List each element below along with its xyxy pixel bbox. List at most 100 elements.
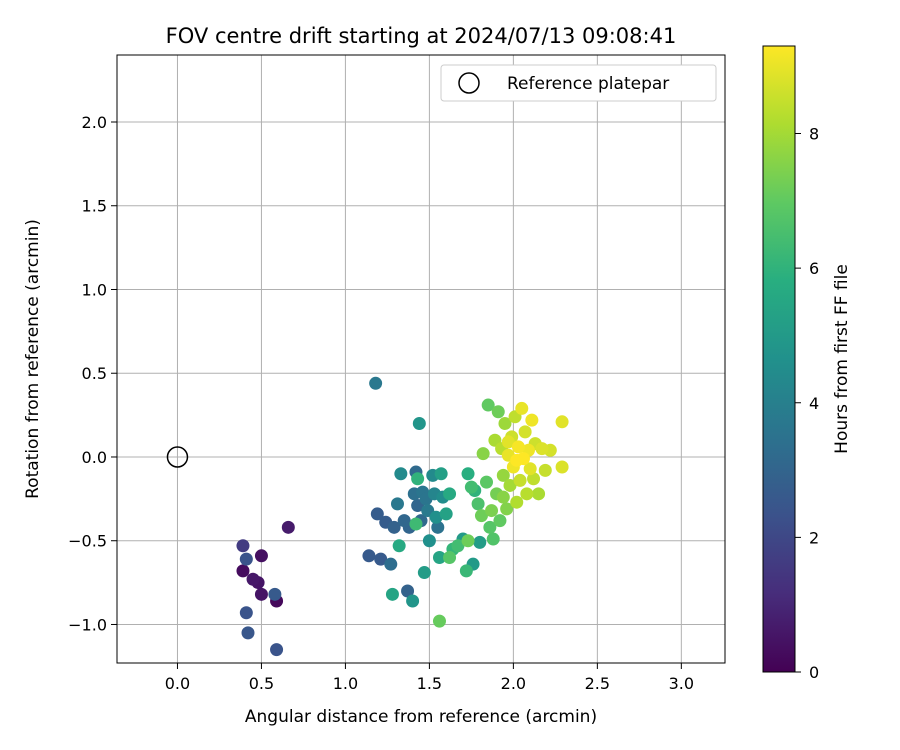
data-point xyxy=(443,550,457,564)
data-point xyxy=(409,517,423,531)
colorbar-tick-label: 0 xyxy=(809,663,819,682)
data-point xyxy=(370,507,384,521)
colorbar-tick-label: 4 xyxy=(809,394,819,413)
data-point xyxy=(432,550,446,564)
colorbar-tick-label: 6 xyxy=(809,259,819,278)
data-point xyxy=(510,495,524,509)
data-point xyxy=(236,539,250,553)
data-point xyxy=(523,462,537,476)
x-tick-label: 0.5 xyxy=(249,674,274,693)
data-point xyxy=(432,614,446,628)
legend-marker xyxy=(458,72,480,94)
data-point xyxy=(241,626,255,640)
data-point xyxy=(473,535,487,549)
x-tick-label: 2.0 xyxy=(501,674,526,693)
data-point xyxy=(387,520,401,534)
chart-title: FOV centre drift starting at 2024/07/13 … xyxy=(166,24,677,48)
x-tick-label: 3.0 xyxy=(669,674,694,693)
data-point xyxy=(476,447,490,461)
data-point xyxy=(483,520,497,534)
data-point xyxy=(461,467,475,481)
data-point xyxy=(254,587,268,601)
data-point xyxy=(525,413,539,427)
data-point xyxy=(500,502,514,516)
y-tick-label: 0.0 xyxy=(82,448,107,467)
reference-marker xyxy=(166,446,189,468)
y-axis-label: Rotation from reference (arcmin) xyxy=(23,219,43,499)
data-point xyxy=(406,594,420,608)
y-tick-label: 1.0 xyxy=(82,280,107,299)
data-point xyxy=(459,564,473,578)
y-tick-label: 2.0 xyxy=(82,113,107,132)
plot-area xyxy=(117,55,725,663)
data-point xyxy=(532,487,546,501)
data-point xyxy=(401,584,415,598)
data-point xyxy=(503,478,517,492)
data-point xyxy=(480,475,494,489)
x-tick-label: 0.0 xyxy=(165,674,190,693)
data-point xyxy=(239,606,253,620)
data-point xyxy=(385,587,399,601)
legend-label: Reference platepar xyxy=(507,74,669,94)
x-axis-label: Angular distance from reference (arcmin) xyxy=(245,707,597,727)
data-point xyxy=(515,401,529,415)
data-point xyxy=(496,490,510,504)
data-point xyxy=(498,416,512,430)
colorbar-gradient xyxy=(762,45,796,673)
data-point xyxy=(555,415,569,429)
grid-lines xyxy=(117,55,725,663)
data-point xyxy=(270,643,284,657)
data-point xyxy=(384,557,398,571)
data-point xyxy=(527,472,541,486)
data-points xyxy=(236,376,569,657)
data-point xyxy=(417,566,431,580)
colorbar-tick-label: 8 xyxy=(809,125,819,144)
data-point xyxy=(369,376,383,390)
data-point xyxy=(394,467,408,481)
data-point xyxy=(431,520,445,534)
data-point xyxy=(491,405,505,419)
data-point xyxy=(518,425,532,439)
data-point xyxy=(461,534,475,548)
data-point xyxy=(390,497,404,511)
data-point xyxy=(362,549,376,563)
data-point xyxy=(501,435,515,449)
x-tick-label: 1.5 xyxy=(417,674,442,693)
x-tick-label: 1.0 xyxy=(333,674,358,693)
colorbar: 0 2 4 6 8 Hours from first FF file xyxy=(762,45,852,682)
data-point xyxy=(520,487,534,501)
data-point xyxy=(434,467,448,481)
plot-frame xyxy=(116,54,726,664)
data-point xyxy=(397,514,411,528)
data-point xyxy=(538,463,552,477)
data-point xyxy=(412,416,426,430)
data-point xyxy=(392,539,406,553)
data-point xyxy=(236,564,250,578)
data-point xyxy=(481,398,495,412)
y-tick-label: 0.5 xyxy=(82,364,107,383)
data-point xyxy=(511,440,525,454)
data-point xyxy=(471,497,485,511)
colorbar-tick-label: 2 xyxy=(809,528,819,547)
legend: Reference platepar xyxy=(440,64,717,102)
data-point xyxy=(485,504,499,518)
y-tick-label: −1.0 xyxy=(68,615,107,634)
data-point xyxy=(374,552,388,566)
data-point xyxy=(246,572,260,586)
data-point xyxy=(535,442,549,456)
x-tick-label: 2.5 xyxy=(585,674,610,693)
data-point xyxy=(486,532,500,546)
data-point xyxy=(464,480,478,494)
y-tick-label: 1.5 xyxy=(82,197,107,216)
data-point xyxy=(422,534,436,548)
colorbar-label: Hours from first FF file xyxy=(832,264,852,454)
data-point xyxy=(239,552,253,566)
y-tick-label: −0.5 xyxy=(68,532,107,551)
data-point xyxy=(439,507,453,521)
x-axis-ticks: 0.0 0.5 1.0 1.5 2.0 2.5 3.0 xyxy=(165,663,694,693)
data-point xyxy=(496,468,510,482)
data-point xyxy=(474,509,488,523)
data-point xyxy=(254,549,268,563)
data-point xyxy=(451,539,465,553)
